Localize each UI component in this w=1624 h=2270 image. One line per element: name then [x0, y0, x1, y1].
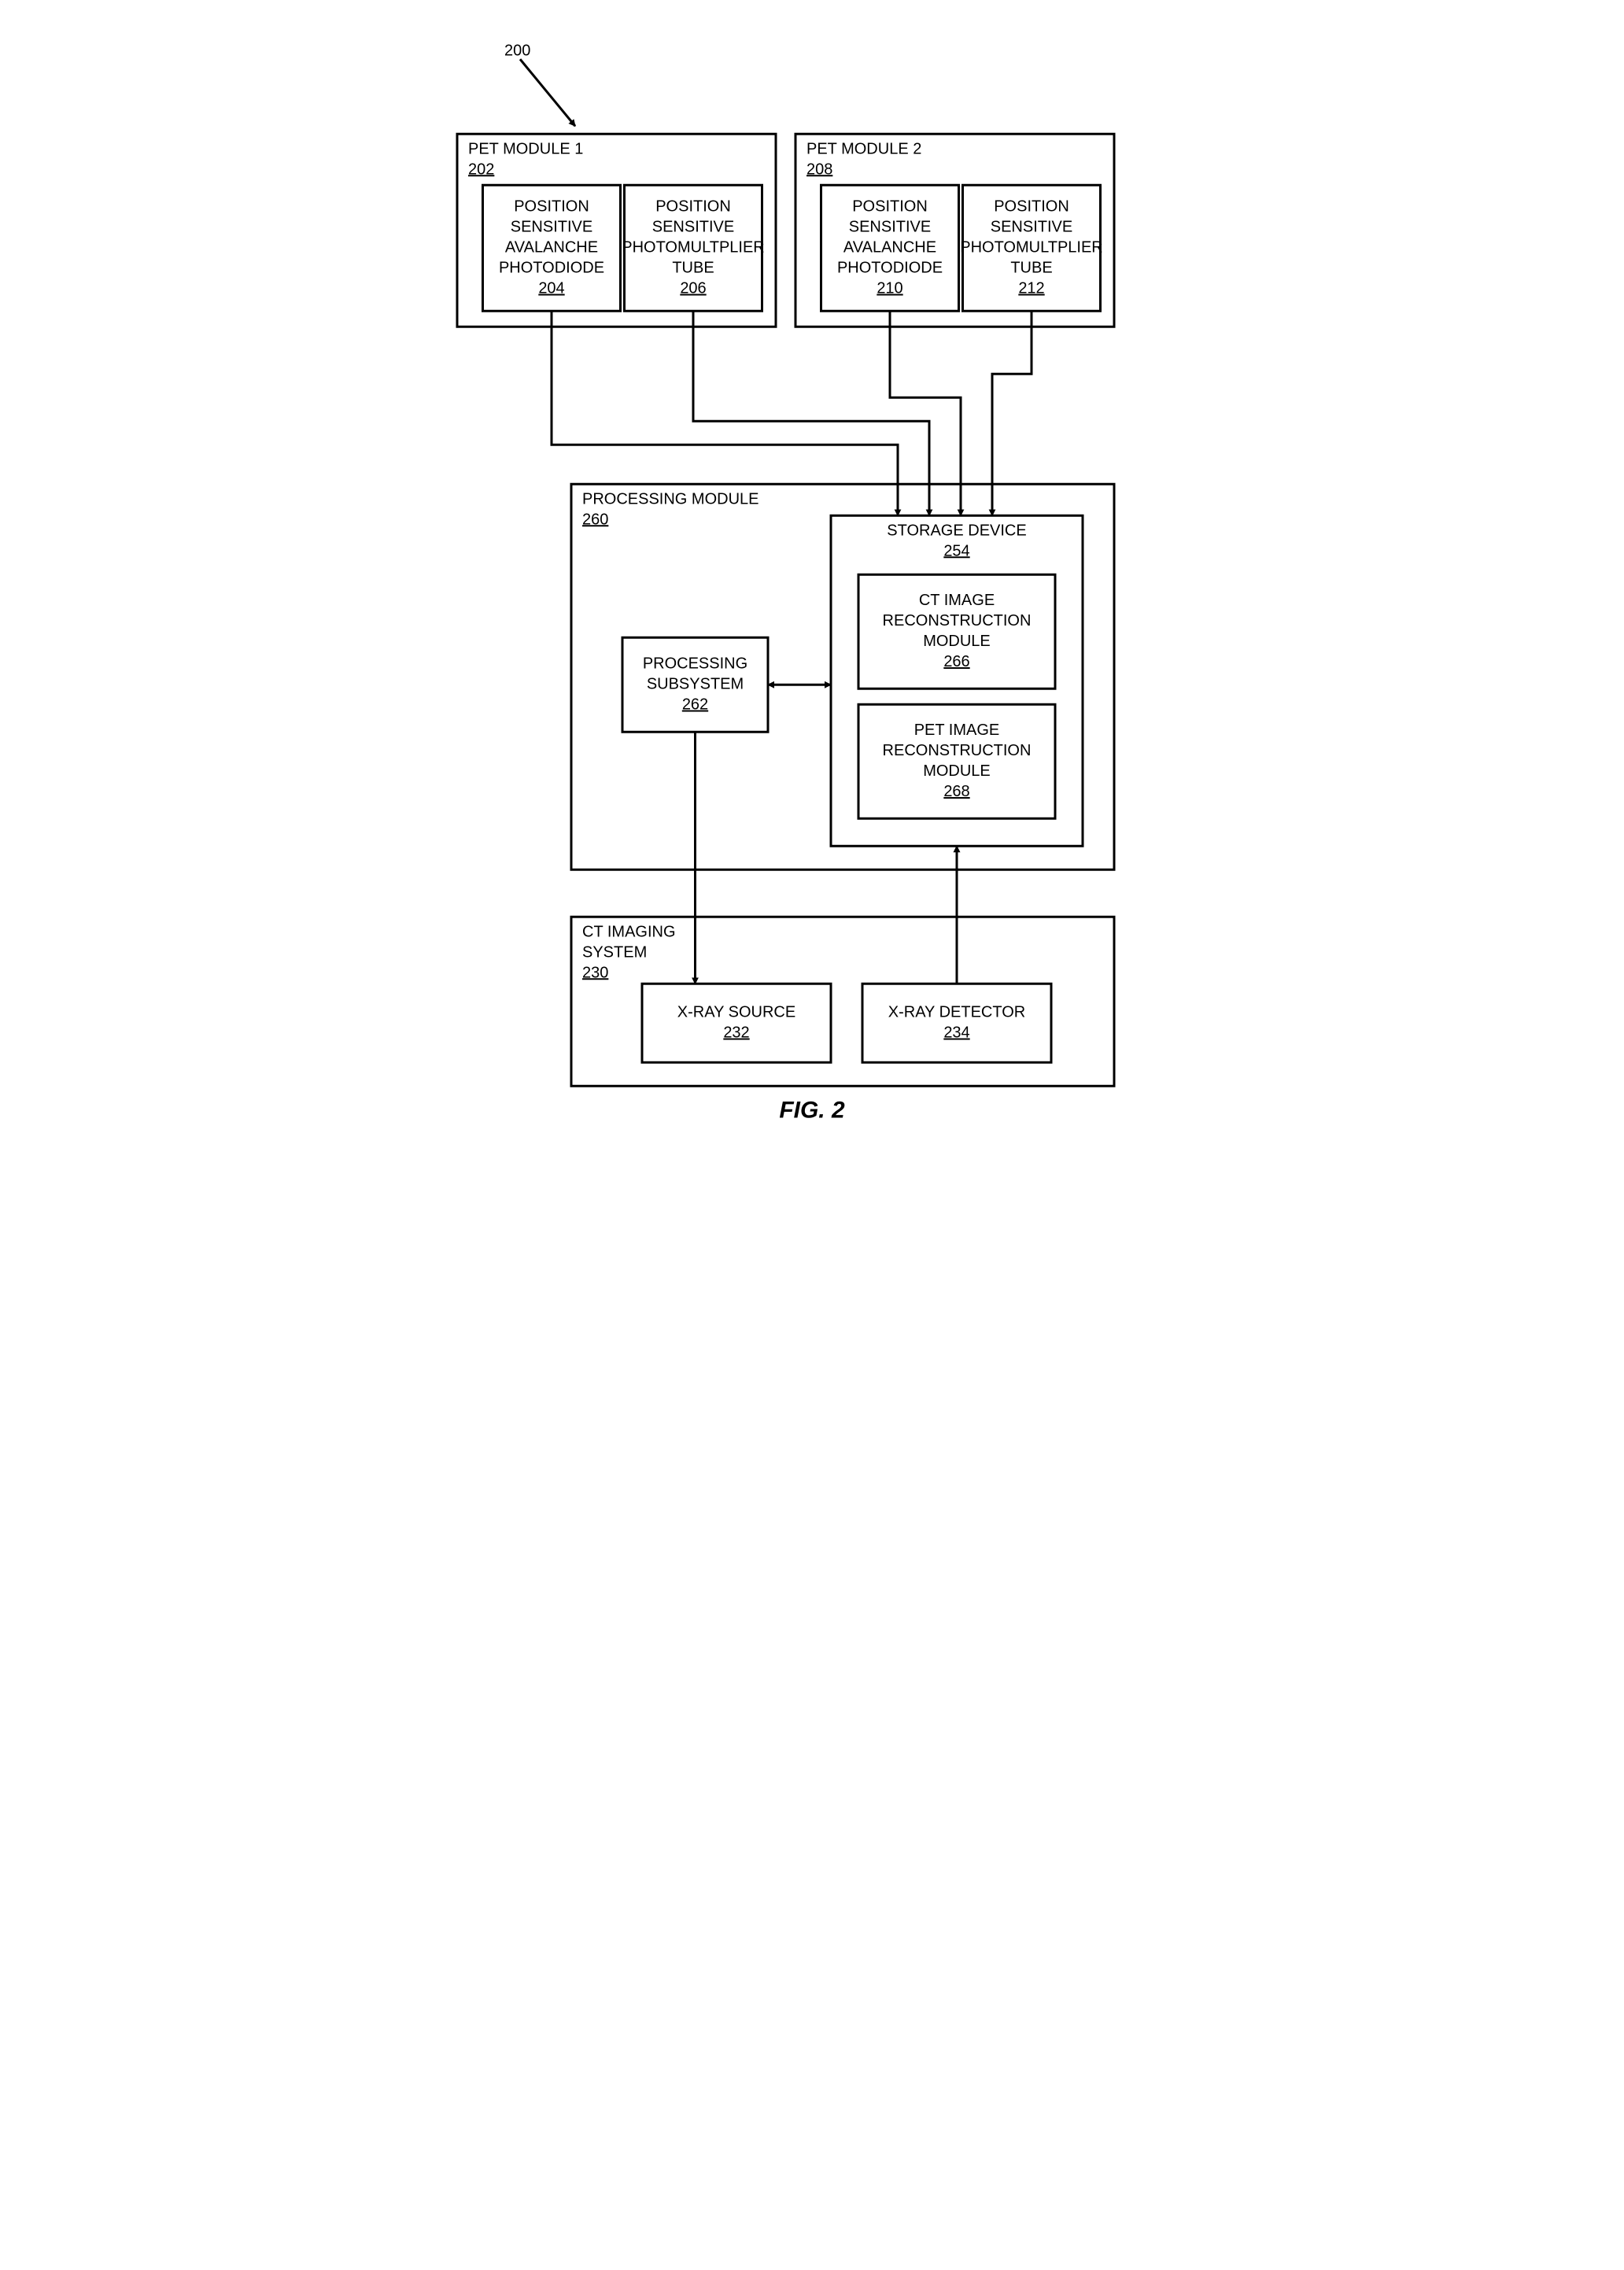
label-papd1-line2: AVALANCHE [505, 239, 598, 257]
label-ct_recon-line1: RECONSTRUCTION [883, 612, 1032, 629]
label-proc_mod-line0: PROCESSING MODULE [582, 490, 758, 508]
label-pet2-line0: PET MODULE 2 [806, 140, 921, 157]
label-proc_mod-num: 260 [582, 511, 608, 528]
label-pspmt1-line1: SENSITIVE [652, 219, 734, 236]
label-papd2-line3: PHOTODIODE [837, 260, 943, 277]
box-xsrc[interactable] [642, 984, 831, 1062]
label-papd1-num: 204 [538, 280, 564, 297]
label-proc_sub-line0: PROCESSING [643, 655, 747, 673]
label-ct_recon-line2: MODULE [923, 633, 991, 650]
label-xsrc-num: 232 [723, 1024, 749, 1042]
label-pspmt2-line3: TUBE [1010, 260, 1052, 277]
label-papd1-line3: PHOTODIODE [499, 260, 604, 277]
label-pet_recon-line1: RECONSTRUCTION [883, 742, 1032, 759]
label-xdet-num: 234 [943, 1024, 969, 1042]
label-pspmt1-line3: TUBE [672, 260, 714, 277]
label-pspmt2-line1: SENSITIVE [991, 219, 1072, 236]
label-pspmt1-num: 206 [680, 280, 706, 297]
box-xdet[interactable] [862, 984, 1051, 1062]
label-ct_recon-line0: CT IMAGE [919, 592, 995, 609]
label-papd2-num: 210 [877, 280, 902, 297]
label-pet_recon-num: 268 [943, 783, 969, 800]
label-xsrc-line0: X-RAY SOURCE [677, 1004, 795, 1021]
label-storage-title: STORAGE DEVICE [887, 522, 1026, 539]
label-papd1-line0: POSITION [514, 198, 589, 216]
label-papd2-line0: POSITION [852, 198, 928, 216]
label-pet_recon-line0: PET IMAGE [914, 722, 1000, 739]
label-pspmt2-line2: PHOTOMULTPLIER [960, 239, 1103, 257]
label-storage-num: 254 [943, 542, 969, 559]
label-xdet-line0: X-RAY DETECTOR [888, 1004, 1025, 1021]
label-pet_recon-line2: MODULE [923, 762, 991, 780]
label-papd2-line1: SENSITIVE [849, 219, 931, 236]
label-ct_recon-num: 266 [943, 653, 969, 670]
label-papd1-line1: SENSITIVE [511, 219, 592, 236]
label-pspmt1-line2: PHOTOMULTPLIER [622, 239, 765, 257]
label-proc_sub-num: 262 [682, 696, 708, 714]
label-ct_sys-num: 230 [582, 964, 608, 981]
label-papd2-line2: AVALANCHE [843, 239, 936, 257]
diagram-canvas: PET MODULE 1 202 PET MODULE 2 208 PROCESSING… [406, 0, 1218, 1135]
label-pspmt2-num: 212 [1018, 280, 1044, 297]
label-pet2-num: 208 [806, 161, 832, 178]
pointer-200-arrow [520, 59, 575, 126]
label-ct_sys-line1: SYSTEM [582, 943, 647, 961]
figure-caption: FIG. 2 [779, 1097, 845, 1123]
label-proc_sub-line1: SUBSYSTEM [647, 676, 744, 693]
label-ct_sys-line0: CT IMAGING [582, 923, 676, 940]
label-pspmt2-line0: POSITION [994, 198, 1069, 216]
label-pspmt1-line0: POSITION [655, 198, 731, 216]
label-pet1-num: 202 [468, 161, 494, 178]
label-pet1-line0: PET MODULE 1 [468, 140, 583, 157]
pointer-200-label: 200 [504, 42, 530, 59]
